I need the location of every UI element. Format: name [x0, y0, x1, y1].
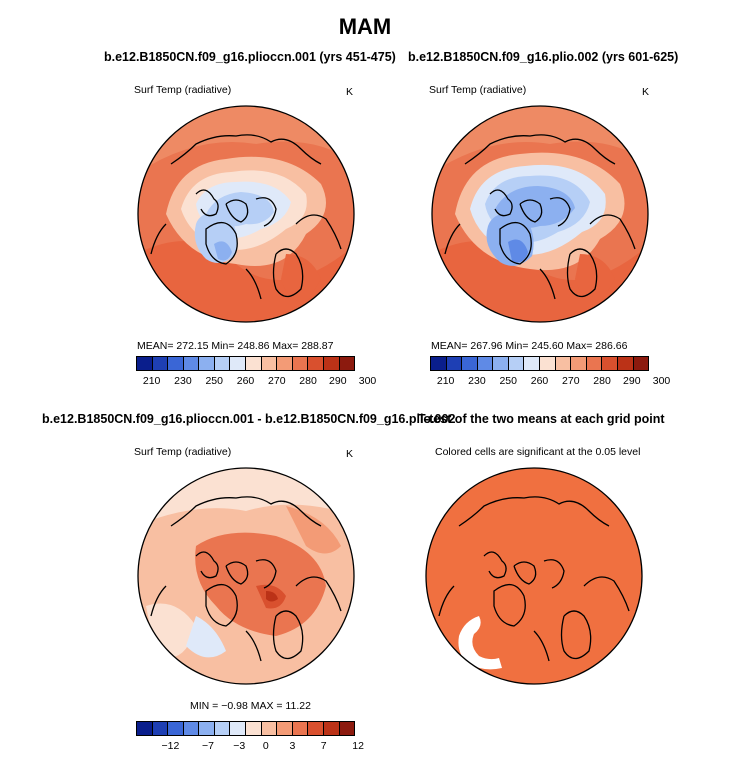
colorbar-cell	[292, 357, 309, 370]
colorbar-cell	[168, 722, 184, 735]
colorbar-cell	[493, 357, 509, 370]
map-panel3	[137, 467, 355, 685]
colorbar-cell	[230, 722, 247, 735]
colorbar-cell	[277, 722, 293, 735]
panel3-stats: MIN = −0.98 MAX = 11.22	[190, 700, 311, 712]
colorbar-cell	[152, 722, 169, 735]
colorbar-tick-label: 280	[299, 375, 317, 387]
colorbar-tick-label: 12	[352, 740, 364, 752]
panel2-title: b.e12.B1850CN.f09_g16.plio.002 (yrs 601-…	[408, 50, 679, 64]
colorbar-panel1	[136, 356, 355, 371]
panel2-stats: MEAN= 267.96 Min= 245.60 Max= 286.66	[431, 340, 628, 352]
colorbar-tick-label: 260	[236, 375, 255, 387]
colorbar-tick-label: 270	[268, 375, 286, 387]
panel4-variable: Colored cells are significant at the 0.0…	[435, 446, 641, 458]
figure-title: MAM	[338, 14, 392, 39]
colorbar-cell	[540, 357, 556, 370]
colorbar-cell	[508, 357, 525, 370]
colorbar-tick-label: 230	[468, 375, 486, 387]
colorbar-tick-label: 280	[593, 375, 611, 387]
colorbar-cell	[555, 357, 572, 370]
colorbar-tick-label: 290	[623, 375, 641, 387]
panel1-stats: MEAN= 272.15 Min= 248.86 Max= 288.87	[137, 340, 334, 352]
colorbar-cell	[214, 357, 231, 370]
colorbar-cell	[261, 722, 278, 735]
colorbar-cell	[431, 357, 447, 370]
colorbar-cell	[230, 357, 247, 370]
colorbar-tick-label: −12	[161, 740, 180, 752]
panel1-title: b.e12.B1850CN.f09_g16.plioccn.001 (yrs 4…	[104, 50, 396, 64]
colorbar-cell	[214, 722, 231, 735]
panel3-variable: Surf Temp (radiative)	[134, 446, 232, 458]
colorbar-panel1-ticks: 210 230 250 260 270 280 290 300	[136, 375, 376, 389]
colorbar-tick-label: −7	[201, 740, 214, 752]
colorbar-cell	[199, 357, 215, 370]
panel1-variable: Surf Temp (radiative)	[134, 84, 232, 96]
colorbar-cell	[323, 357, 340, 370]
colorbar-cell	[586, 357, 603, 370]
colorbar-cell	[183, 722, 200, 735]
colorbar-tick-label: 250	[499, 375, 517, 387]
colorbar-panel2	[430, 356, 649, 371]
colorbar-cell	[446, 357, 463, 370]
colorbar-tick-label: −3	[233, 740, 246, 752]
colorbar-tick-label: 210	[142, 375, 161, 387]
panel1-units: K	[346, 86, 354, 98]
colorbar-tick-label: 250	[205, 375, 223, 387]
colorbar-cell	[137, 722, 153, 735]
panel4-title: T-test of the two means at each grid poi…	[418, 412, 665, 426]
panel3-units: K	[346, 448, 354, 460]
colorbar-tick-label: 230	[174, 375, 192, 387]
colorbar-cell	[462, 357, 478, 370]
colorbar-tick-label: 0	[262, 740, 269, 752]
colorbar-cell	[137, 357, 153, 370]
colorbar-cell	[323, 722, 340, 735]
colorbar-tick-label: 7	[320, 740, 327, 752]
colorbar-panel2-ticks: 210 230 250 260 270 280 290 300	[430, 375, 670, 389]
colorbar-cell	[199, 722, 215, 735]
panel3-title: b.e12.B1850CN.f09_g16.plioccn.001 - b.e1…	[42, 412, 456, 426]
panel2-variable: Surf Temp (radiative)	[429, 84, 527, 96]
map-panel2	[431, 105, 649, 323]
colorbar-cell	[152, 357, 169, 370]
colorbar-cell	[308, 357, 324, 370]
colorbar-tick-label: 260	[530, 375, 549, 387]
colorbar-cell	[308, 722, 324, 735]
colorbar-tick-label: 270	[562, 375, 580, 387]
colorbar-cell	[183, 357, 200, 370]
colorbar-cell	[339, 722, 355, 735]
colorbar-tick-label: 300	[652, 375, 671, 387]
colorbar-cell	[292, 722, 309, 735]
colorbar-cell	[633, 357, 649, 370]
colorbar-tick-label: 3	[289, 740, 296, 752]
map-panel1	[137, 105, 355, 323]
colorbar-cell	[277, 357, 293, 370]
colorbar-cell	[477, 357, 494, 370]
panel2-units: K	[642, 86, 650, 98]
colorbar-cell	[261, 357, 278, 370]
colorbar-panel3-ticks: −12 −7 −3 0 3 7 12	[136, 740, 364, 754]
colorbar-panel3	[136, 721, 355, 736]
colorbar-tick-label: 300	[358, 375, 377, 387]
colorbar-cell	[617, 357, 634, 370]
colorbar-cell	[246, 722, 262, 735]
colorbar-cell	[246, 357, 262, 370]
colorbar-tick-label: 290	[329, 375, 347, 387]
map-panel4	[425, 467, 643, 685]
colorbar-cell	[168, 357, 184, 370]
colorbar-cell	[571, 357, 587, 370]
colorbar-tick-label: 210	[436, 375, 455, 387]
colorbar-cell	[602, 357, 618, 370]
colorbar-cell	[339, 357, 355, 370]
colorbar-cell	[524, 357, 541, 370]
